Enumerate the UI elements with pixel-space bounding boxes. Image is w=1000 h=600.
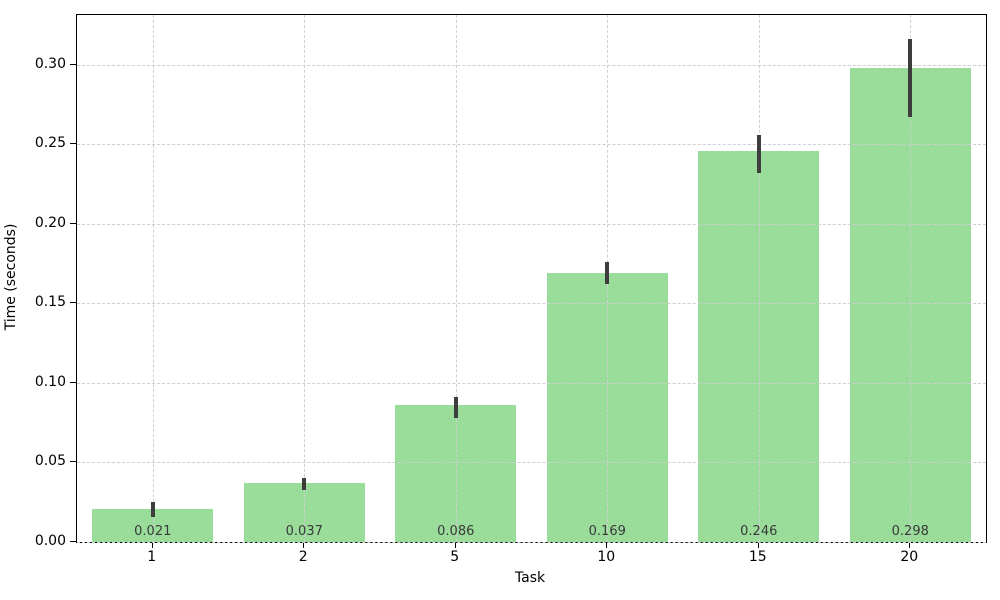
- v-gridline: [758, 15, 760, 542]
- h-gridline: [77, 382, 986, 384]
- x-tick-mark: [909, 542, 911, 548]
- x-tick-mark: [757, 542, 759, 548]
- v-gridline: [455, 15, 457, 542]
- h-gridline: [77, 64, 986, 66]
- bar-value-label: 0.037: [285, 523, 323, 539]
- bar-task-10: [546, 273, 668, 542]
- x-axis-label: Task: [514, 570, 546, 586]
- bar-task-5: [395, 405, 517, 542]
- error-bar-task-2: [302, 478, 307, 490]
- bar-value-label: 0.298: [891, 523, 929, 539]
- x-tick-label: 1: [147, 549, 157, 565]
- v-gridline: [910, 15, 912, 542]
- y-tick-label: 0.30: [34, 55, 66, 72]
- bar-value-label: 0.246: [740, 523, 778, 539]
- y-tick-mark: [70, 222, 76, 224]
- y-tick-mark: [70, 381, 76, 383]
- v-gridline: [304, 15, 306, 542]
- error-bar-task-15: [756, 134, 761, 174]
- error-bar-task-5: [453, 397, 458, 418]
- h-gridline: [77, 144, 986, 146]
- x-tick-label: 2: [298, 549, 308, 565]
- y-tick-mark: [70, 541, 76, 542]
- bar-value-label: 0.169: [588, 523, 626, 539]
- y-tick-label: 0.05: [34, 453, 66, 470]
- y-tick-mark: [70, 63, 76, 65]
- x-tick-label: 10: [597, 549, 616, 565]
- error-bar-task-1: [150, 502, 155, 517]
- h-gridline: [77, 303, 986, 305]
- h-gridline: [77, 542, 986, 543]
- x-tick-label: 5: [450, 549, 460, 565]
- x-tick-mark: [303, 542, 305, 548]
- x-tick-label: 15: [748, 549, 767, 565]
- y-tick-mark: [70, 143, 76, 145]
- bar-task-15: [698, 150, 820, 542]
- y-tick-label: 0.25: [34, 135, 66, 152]
- y-tick-label: 0.15: [34, 294, 66, 311]
- y-axis-label: Time (seconds): [3, 223, 19, 331]
- error-bar-task-20: [908, 39, 913, 118]
- x-tick-mark: [606, 542, 608, 548]
- x-tick-mark: [454, 542, 456, 548]
- y-tick-label: 0.10: [34, 373, 66, 390]
- v-gridline: [152, 15, 154, 542]
- bar-value-label: 0.021: [134, 523, 172, 539]
- error-bar-task-10: [605, 262, 610, 285]
- h-gridline: [77, 462, 986, 464]
- bar-task-2: [243, 483, 365, 542]
- y-tick-mark: [70, 461, 76, 463]
- bar-value-label: 0.086: [437, 523, 475, 539]
- y-tick-label: 0.00: [34, 533, 66, 549]
- x-tick-mark: [151, 542, 153, 548]
- y-tick-label: 0.20: [34, 214, 66, 231]
- h-gridline: [77, 223, 986, 225]
- x-tick-label: 20: [900, 549, 919, 565]
- plot-area: 0.021 0.037 0.086 0.169 0.246 0.298: [76, 14, 987, 543]
- y-tick-mark: [70, 302, 76, 304]
